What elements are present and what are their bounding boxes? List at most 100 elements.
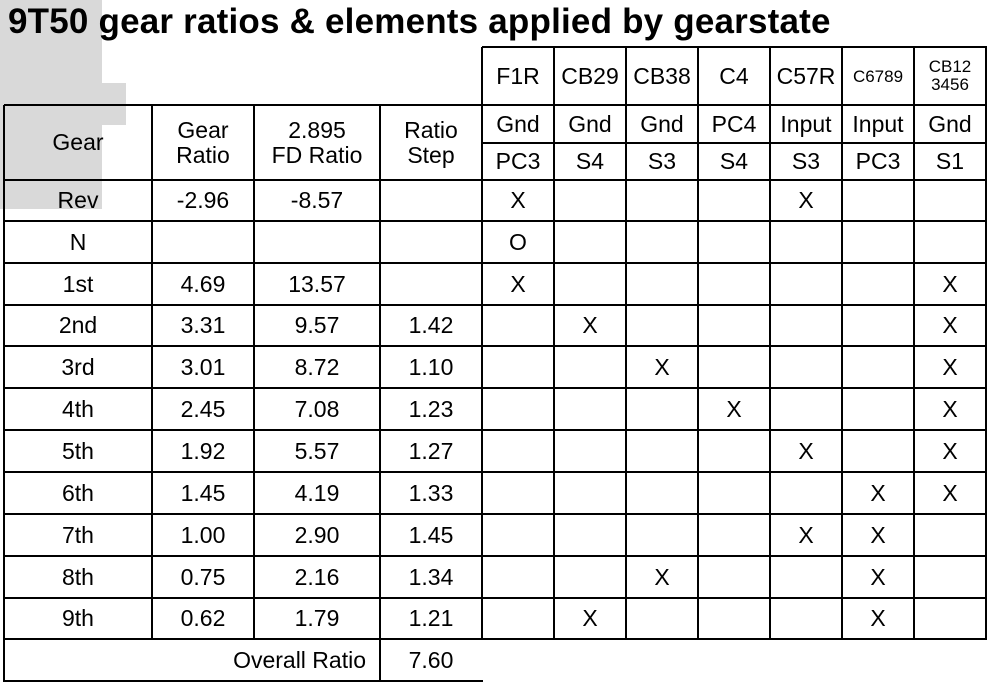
header-ratio-step: Ratio Step bbox=[380, 105, 482, 180]
element-applied-mark bbox=[770, 346, 842, 388]
grid-line-v bbox=[985, 47, 987, 640]
element-applied-mark bbox=[770, 472, 842, 514]
element-applied-mark bbox=[482, 388, 554, 430]
ratio-step-value bbox=[380, 221, 482, 263]
grid-line-v bbox=[913, 47, 915, 640]
ratio-step-value: 1.23 bbox=[408, 395, 454, 422]
element-applied-mark bbox=[698, 263, 770, 305]
element-applied-mark bbox=[914, 221, 986, 263]
fd-ratio-value: -8.57 bbox=[290, 187, 344, 213]
element-applied-mark bbox=[698, 221, 770, 263]
element-mode: Gnd bbox=[928, 110, 972, 137]
element-applied-mark bbox=[626, 598, 698, 639]
element-applied-mark: X bbox=[942, 395, 958, 422]
ratio-step-value bbox=[380, 263, 482, 305]
gear-ratio-value: 3.01 bbox=[180, 353, 226, 380]
element-applied-mark: X bbox=[654, 563, 670, 590]
element-applied-mark bbox=[842, 388, 914, 430]
grid-line-h bbox=[4, 429, 987, 431]
element-applied-mark: X bbox=[510, 270, 526, 297]
element-mode: PC4 bbox=[711, 110, 757, 137]
element-member: PC3 bbox=[855, 148, 901, 174]
element-applied-mark: X bbox=[942, 353, 958, 380]
gear-label: 5th bbox=[62, 437, 94, 464]
header-ratio-step-line: Step bbox=[407, 141, 455, 168]
grid-line-v bbox=[625, 47, 627, 640]
element-mode: Gnd bbox=[568, 110, 612, 137]
element-applied-mark bbox=[770, 598, 842, 639]
header-fd-ratio: 2.895 FD Ratio bbox=[254, 105, 380, 180]
element-applied-mark bbox=[626, 472, 698, 514]
element-applied-mark bbox=[698, 472, 770, 514]
element-applied-mark: X bbox=[654, 353, 670, 380]
element-applied-mark bbox=[554, 430, 626, 472]
gear-ratio-value: 2.45 bbox=[180, 395, 226, 422]
fd-ratio-value: 8.72 bbox=[294, 353, 340, 380]
grid-line-v bbox=[151, 105, 153, 640]
element-applied-mark bbox=[698, 430, 770, 472]
grid-line-h bbox=[4, 104, 987, 106]
element-applied-mark bbox=[842, 346, 914, 388]
element-applied-mark bbox=[482, 598, 554, 639]
element-member: S3 bbox=[647, 148, 677, 174]
grid-line-h bbox=[4, 345, 987, 347]
element-applied-mark bbox=[482, 472, 554, 514]
element-member: S1 bbox=[935, 148, 965, 174]
element-applied-mark bbox=[770, 305, 842, 346]
shaded-cell bbox=[0, 0, 102, 41]
ratio-step-value: 1.27 bbox=[408, 437, 454, 464]
element-applied-mark bbox=[698, 346, 770, 388]
element-applied-mark bbox=[698, 556, 770, 598]
element-name-line: 3456 bbox=[931, 75, 969, 94]
element-applied-mark: X bbox=[870, 563, 886, 590]
gear-label: 9th bbox=[62, 605, 94, 631]
element-applied-mark bbox=[554, 472, 626, 514]
grid-line-v bbox=[253, 105, 255, 640]
grid-line-v bbox=[481, 47, 483, 640]
element-mode: Input bbox=[780, 110, 832, 137]
ratio-step-value: 1.33 bbox=[408, 479, 454, 506]
element-applied-mark bbox=[626, 430, 698, 472]
fd-ratio-value: 4.19 bbox=[294, 479, 340, 506]
grid-line-v bbox=[553, 47, 555, 640]
element-name-line: CB12 bbox=[928, 57, 972, 77]
element-applied-mark bbox=[554, 221, 626, 263]
element-name: CB29 bbox=[561, 62, 619, 89]
grid-line-h bbox=[482, 142, 987, 144]
header-ratio-step-line: Ratio bbox=[404, 117, 458, 144]
element-mode: Gnd bbox=[640, 110, 684, 137]
element-applied-mark: X bbox=[582, 312, 598, 338]
fd-ratio-value: 7.08 bbox=[294, 395, 340, 422]
grid-line-h bbox=[4, 220, 987, 222]
fd-ratio-value: 5.57 bbox=[294, 437, 340, 464]
grid-line-h bbox=[482, 46, 987, 48]
element-applied-mark: X bbox=[942, 479, 958, 506]
gear-label: 4th bbox=[62, 395, 94, 422]
fd-ratio-value: 1.79 bbox=[294, 605, 340, 631]
element-name: C57R bbox=[776, 62, 836, 89]
element-applied-mark bbox=[770, 263, 842, 305]
element-name: C4 bbox=[719, 62, 749, 89]
header-gear-ratio-line: Gear bbox=[177, 117, 229, 144]
grid-line-v bbox=[697, 47, 699, 640]
gear-ratio-value: 3.31 bbox=[180, 312, 226, 338]
element-applied-mark bbox=[482, 430, 554, 472]
element-applied-mark: O bbox=[509, 228, 527, 255]
element-applied-mark bbox=[770, 556, 842, 598]
gear-label: 6th bbox=[62, 479, 94, 506]
element-applied-mark: X bbox=[798, 187, 814, 213]
element-applied-mark: X bbox=[942, 437, 958, 464]
gear-label: 1st bbox=[62, 270, 94, 297]
element-member: S4 bbox=[719, 148, 749, 174]
grid-line-h bbox=[4, 387, 987, 389]
gear-label: 2nd bbox=[58, 312, 98, 338]
element-applied-mark bbox=[554, 263, 626, 305]
gear-label: N bbox=[69, 228, 87, 255]
grid-line-v bbox=[379, 105, 381, 640]
gear-label: Rev bbox=[57, 187, 99, 213]
element-applied-mark bbox=[482, 556, 554, 598]
element-applied-mark bbox=[842, 180, 914, 221]
overall-ratio-value: 7.60 bbox=[408, 646, 454, 673]
ratio-step-value bbox=[380, 180, 482, 221]
